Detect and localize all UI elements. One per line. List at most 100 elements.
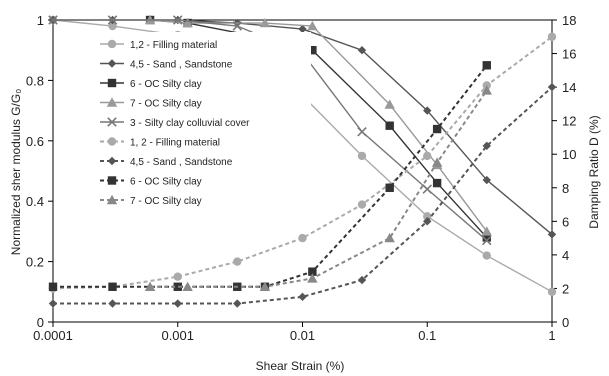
legend-swatch-marker <box>107 78 117 88</box>
series-9 <box>144 85 492 291</box>
legend-item: 1,2 - Filling material <box>100 39 217 51</box>
y-right-tick-label: 18 <box>562 13 576 28</box>
legend-label: 3 - Silty clay colluvial cover <box>130 118 250 129</box>
data-point <box>232 21 243 31</box>
legend-item: 1, 2 - Filling material <box>100 137 220 149</box>
y-left-tick-label: 0 <box>37 315 44 330</box>
data-point <box>481 85 492 95</box>
data-point <box>108 299 117 308</box>
data-point <box>384 99 395 109</box>
data-point <box>107 15 118 25</box>
y-left-tick-label: 0.8 <box>26 73 44 88</box>
legend-swatch-marker <box>107 117 117 127</box>
data-point <box>182 17 193 28</box>
series-layer <box>48 14 557 308</box>
data-point <box>182 281 193 291</box>
data-point <box>172 15 183 25</box>
data-point <box>307 273 318 283</box>
data-point <box>233 257 242 266</box>
data-point <box>432 124 442 134</box>
y-axis-left-label: Normalized sher modulus G/G₀ <box>9 89 23 255</box>
data-point <box>431 157 443 167</box>
data-point <box>233 299 242 308</box>
data-point <box>308 267 317 276</box>
y-axis-right-label: Damping Ratio D (%) <box>587 115 601 228</box>
data-point <box>298 24 307 34</box>
data-point <box>259 281 271 291</box>
data-point <box>547 287 557 296</box>
data-point <box>357 46 367 55</box>
legend-swatch-marker <box>106 97 118 107</box>
series-7 <box>48 82 557 308</box>
x-tick-label: 0.1 <box>418 328 436 343</box>
legend: 1,2 - Filling material 4,5 - Sand , Sands… <box>96 32 311 212</box>
legend-item: 3 - Silty clay colluvial cover <box>100 117 250 129</box>
legend-item: 6 - OC Silty clay <box>100 176 202 188</box>
legend-swatch-marker <box>107 59 117 68</box>
legend-item: 7 - OC Silty clay <box>100 194 202 207</box>
data-point <box>259 17 271 28</box>
data-point <box>307 20 318 31</box>
data-point <box>308 46 317 55</box>
data-point <box>357 200 367 209</box>
y-right-tick-label: 0 <box>562 315 569 330</box>
data-point <box>108 21 117 31</box>
data-point <box>173 272 182 281</box>
data-point <box>298 233 307 243</box>
data-point <box>423 106 432 115</box>
data-point <box>482 61 491 70</box>
y-right-tick-label: 16 <box>562 47 576 62</box>
legend-label: 6 - OC Silty clay <box>130 79 202 90</box>
legend-item: 4,5 - Sand , Sandstone <box>100 156 233 168</box>
data-point <box>173 299 182 308</box>
data-point <box>357 126 367 137</box>
x-tick-label: 0.001 <box>161 328 194 343</box>
legend-label: 7 - OC Silty clay <box>130 99 202 110</box>
legend-swatch-marker <box>107 156 117 166</box>
data-point <box>547 32 557 41</box>
x-axis-label: Shear Strain (%) <box>256 359 345 373</box>
x-tick-label: 0.0001 <box>33 328 73 343</box>
data-point <box>48 299 58 308</box>
y-right-tick-label: 14 <box>562 80 576 95</box>
data-point <box>432 178 442 188</box>
legend-label: 1, 2 - Filling material <box>130 138 220 149</box>
legend-swatch-marker <box>107 137 117 146</box>
data-point <box>384 232 395 243</box>
data-point <box>547 230 557 239</box>
data-point <box>423 212 432 221</box>
legend-item: 7 - OC Silty clay <box>100 97 202 110</box>
legend-swatch-marker <box>107 39 117 49</box>
x-tick-label: 0.01 <box>290 328 315 343</box>
y-left-tick-label: 0.2 <box>26 255 44 270</box>
y-left-tick-label: 0.4 <box>26 194 44 209</box>
data-point <box>423 217 432 226</box>
data-point <box>144 281 156 291</box>
legend-item: 4,5 - Sand , Sandstone <box>100 59 233 71</box>
data-point <box>357 275 367 285</box>
data-point <box>48 15 58 25</box>
data-point <box>385 183 394 192</box>
data-point <box>48 282 58 291</box>
data-point <box>385 121 394 130</box>
data-point <box>298 292 307 302</box>
data-point <box>357 151 367 161</box>
data-point <box>108 282 117 291</box>
data-point <box>482 175 491 185</box>
data-point <box>422 184 433 194</box>
y-right-tick-label: 2 <box>562 281 569 296</box>
data-point <box>482 235 492 246</box>
legend-label: 4,5 - Sand , Sandstone <box>130 157 233 168</box>
x-tick-label: 1 <box>548 328 555 343</box>
axes: 0.0001 0.001 0.01 0.1 100.20.40.60.810246810… <box>26 13 577 343</box>
y-right-tick-label: 6 <box>562 214 569 229</box>
data-point <box>423 151 432 161</box>
data-point <box>482 141 491 151</box>
data-point <box>482 251 491 260</box>
legend-label: 4,5 - Sand , Sandstone <box>130 60 233 71</box>
y-right-tick-label: 12 <box>562 114 576 129</box>
series-line <box>53 86 553 305</box>
y-left-tick-label: 1 <box>37 13 44 28</box>
y-left-tick-label: 0.6 <box>26 134 44 149</box>
